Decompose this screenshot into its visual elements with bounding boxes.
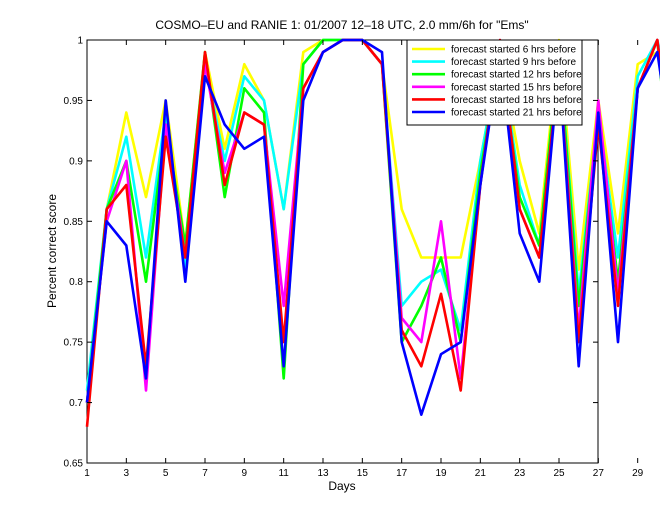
x-tick-label: 29 [632, 468, 644, 479]
x-tick-label: 27 [593, 468, 605, 479]
y-tick-label: 0.95 [64, 96, 84, 107]
y-tick-label: 0.65 [64, 459, 84, 470]
series-line-6 [85, 38, 660, 417]
x-tick-label: 23 [514, 468, 526, 479]
x-tick-label: 1 [84, 468, 90, 479]
legend-label-3: forecast started 12 hrs before [451, 70, 582, 81]
x-tick-label: 17 [396, 468, 408, 479]
y-tick-label: 0.75 [64, 338, 84, 349]
x-tick-label: 9 [242, 468, 248, 479]
axis-ticks [86, 39, 639, 464]
legend-label-2: forecast started 9 hrs before [451, 57, 577, 68]
x-tick-label: 7 [202, 468, 208, 479]
legend-label-6: forecast started 21 hrs before [451, 108, 582, 119]
y-tick-label: 0.8 [69, 277, 83, 288]
series-lines [85, 38, 660, 427]
x-tick-label: 15 [357, 468, 369, 479]
y-tick-label: 1 [77, 36, 83, 47]
legend-label-1: forecast started 6 hrs before [451, 45, 577, 56]
x-tick-label: 21 [475, 468, 487, 479]
x-tick-label: 11 [278, 468, 289, 479]
x-tick-label: 3 [124, 468, 130, 479]
y-tick-label: 0.9 [69, 156, 83, 167]
legend-label-4: forecast started 15 hrs before [451, 82, 582, 93]
y-tick-label: 0.7 [69, 398, 83, 409]
x-axis-title: Days [328, 479, 355, 493]
y-axis-title: Percent correct score [45, 194, 59, 308]
legend-label-5: forecast started 18 hrs before [451, 95, 582, 106]
y-tick-label: 0.85 [64, 217, 84, 228]
x-tick-label: 19 [435, 468, 447, 479]
x-tick-label: 5 [163, 468, 169, 479]
x-tick-label: 13 [317, 468, 329, 479]
axis-tick-labels: 1357911131517192123252729310.650.70.750.… [64, 36, 644, 480]
x-tick-label: 25 [553, 468, 565, 479]
chart-title: COSMO–EU and RANIE 1: 01/2007 12–18 UTC,… [155, 18, 528, 32]
